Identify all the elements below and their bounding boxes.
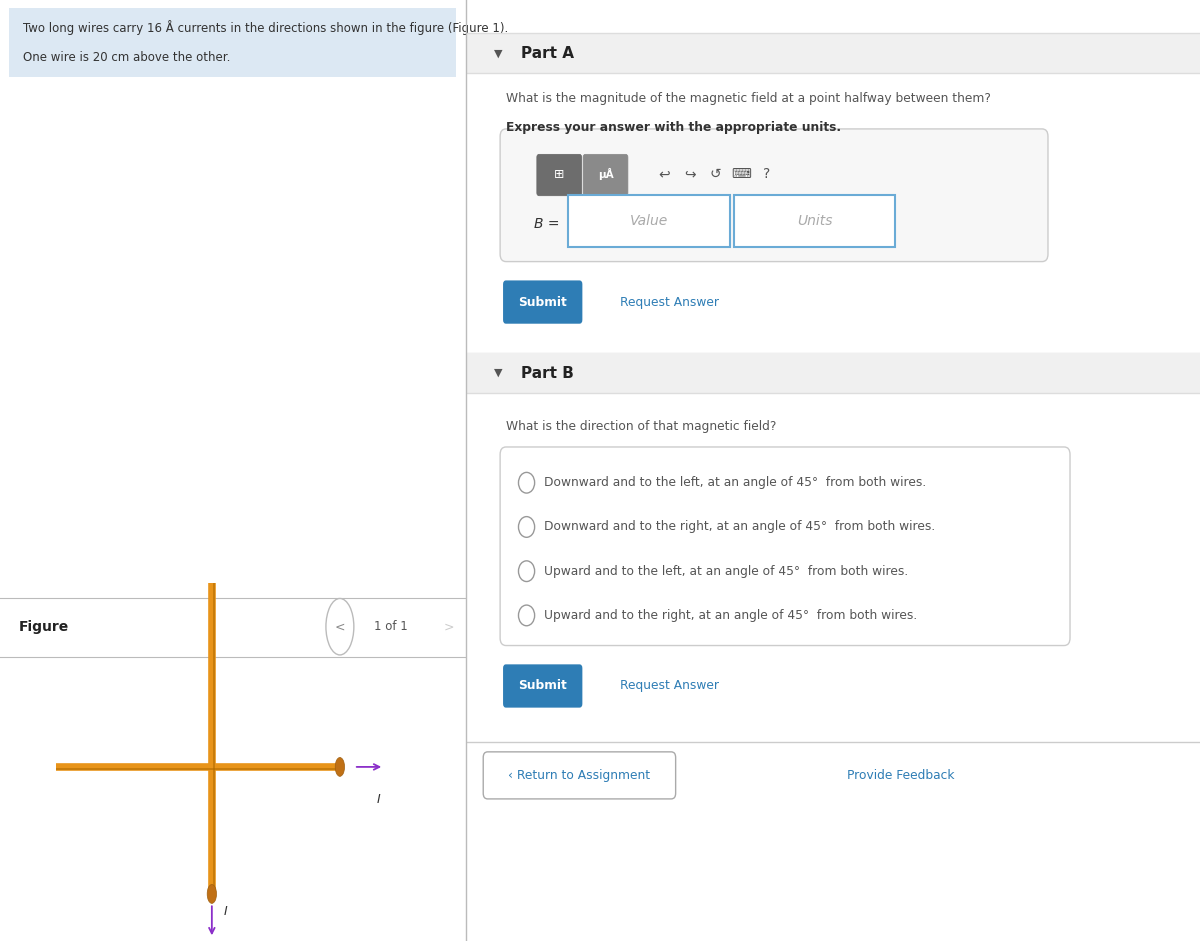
Text: >: > (444, 620, 455, 633)
Text: 1 of 1: 1 of 1 (374, 620, 408, 633)
Circle shape (208, 885, 216, 903)
FancyBboxPatch shape (503, 280, 582, 324)
Text: Part A: Part A (521, 46, 574, 60)
Text: ▼: ▼ (493, 368, 502, 378)
Text: I: I (223, 905, 227, 918)
Text: What is the direction of that magnetic field?: What is the direction of that magnetic f… (506, 420, 776, 433)
Text: Upward and to the left, at an angle of 45°  from both wires.: Upward and to the left, at an angle of 4… (544, 565, 908, 578)
FancyBboxPatch shape (466, 353, 1200, 393)
Text: ↩: ↩ (658, 167, 670, 181)
Text: ↺: ↺ (709, 167, 721, 181)
FancyBboxPatch shape (466, 33, 1200, 73)
Circle shape (518, 605, 535, 626)
Circle shape (335, 758, 344, 776)
Text: Two long wires carry 16 Å currents in the directions shown in the figure (Figure: Two long wires carry 16 Å currents in th… (23, 20, 509, 35)
FancyBboxPatch shape (10, 8, 456, 77)
FancyBboxPatch shape (583, 154, 628, 196)
Text: Downward and to the right, at an angle of 45°  from both wires.: Downward and to the right, at an angle o… (544, 520, 936, 534)
Text: Express your answer with the appropriate units.: Express your answer with the appropriate… (506, 120, 841, 134)
Text: Submit: Submit (518, 295, 568, 309)
FancyBboxPatch shape (484, 752, 676, 799)
Text: Figure: Figure (19, 620, 68, 633)
Text: Provide Feedback: Provide Feedback (847, 769, 955, 782)
Text: ↪: ↪ (684, 167, 696, 181)
Text: ?: ? (763, 167, 770, 181)
Text: ‹ Return to Assignment: ‹ Return to Assignment (509, 769, 650, 782)
Text: Request Answer: Request Answer (620, 679, 719, 693)
Circle shape (326, 598, 354, 655)
Text: <: < (335, 620, 346, 633)
Text: Units: Units (797, 214, 832, 228)
Text: Submit: Submit (518, 679, 568, 693)
Text: Part B: Part B (521, 366, 574, 380)
FancyBboxPatch shape (536, 154, 582, 196)
Text: B =: B = (534, 217, 559, 231)
FancyBboxPatch shape (569, 195, 730, 247)
Text: I: I (377, 793, 380, 806)
Text: One wire is 20 cm above the other.: One wire is 20 cm above the other. (23, 51, 230, 64)
FancyBboxPatch shape (503, 664, 582, 708)
Text: Request Answer: Request Answer (620, 295, 719, 309)
FancyBboxPatch shape (733, 195, 895, 247)
Text: Upward and to the right, at an angle of 45°  from both wires.: Upward and to the right, at an angle of … (544, 609, 918, 622)
Text: What is the magnitude of the magnetic field at a point halfway between them?: What is the magnitude of the magnetic fi… (506, 92, 991, 105)
Text: Downward and to the left, at an angle of 45°  from both wires.: Downward and to the left, at an angle of… (544, 476, 926, 489)
Circle shape (518, 517, 535, 537)
Text: Value: Value (630, 214, 668, 228)
Text: ⊞: ⊞ (554, 167, 565, 181)
Text: ⌨: ⌨ (731, 167, 751, 181)
FancyBboxPatch shape (500, 447, 1070, 646)
Circle shape (518, 561, 535, 582)
Text: ▼: ▼ (493, 48, 502, 58)
Text: μÅ: μÅ (598, 168, 613, 180)
Circle shape (518, 472, 535, 493)
FancyBboxPatch shape (500, 129, 1048, 262)
